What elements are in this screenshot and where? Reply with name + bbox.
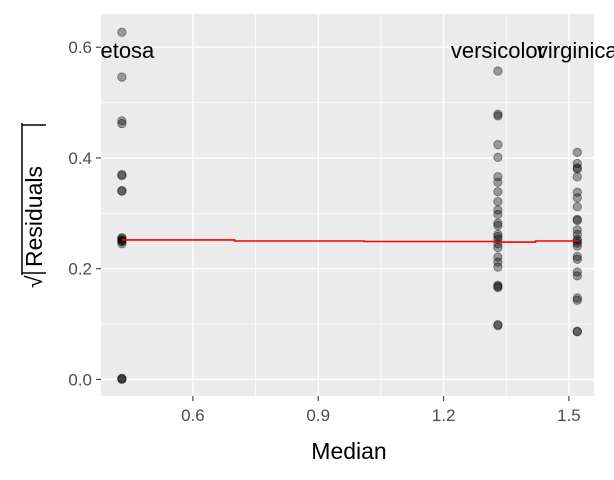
data-point xyxy=(117,119,127,129)
data-point xyxy=(572,229,582,239)
x-tick-label: 0.9 xyxy=(306,406,330,425)
data-point xyxy=(572,215,582,226)
data-point xyxy=(493,220,503,231)
data-point xyxy=(493,282,503,293)
group-label: setosa xyxy=(89,38,155,63)
data-point xyxy=(493,280,503,290)
major-grid xyxy=(101,14,594,396)
data-point xyxy=(493,252,503,262)
data-point xyxy=(572,327,582,337)
x-tick-label: 0.6 xyxy=(181,406,205,425)
data-point xyxy=(117,169,127,180)
data-point xyxy=(493,229,503,239)
y-axis-title: √ Residuals xyxy=(21,123,47,288)
panel-background xyxy=(101,14,594,396)
y-axis-title-radical: √ xyxy=(21,275,47,288)
data-point xyxy=(493,281,503,291)
data-point xyxy=(572,326,582,336)
data-point xyxy=(493,205,503,215)
data-point xyxy=(572,163,582,173)
data-point xyxy=(572,158,582,169)
data-point xyxy=(572,187,582,197)
data-point xyxy=(117,27,127,37)
data-point xyxy=(493,262,503,272)
data-point xyxy=(572,293,582,303)
data-point xyxy=(572,202,582,212)
data-point xyxy=(493,177,503,187)
data-point xyxy=(572,254,582,264)
y-tick-label: 0.0 xyxy=(68,370,92,389)
y-tick-label: 0.2 xyxy=(68,260,92,279)
minor-grid xyxy=(101,14,594,396)
data-point xyxy=(572,241,582,251)
data-point xyxy=(117,373,127,383)
data-point xyxy=(117,236,127,246)
y-axis-ticks: 0.0 0.2 0.4 0.6 xyxy=(68,38,101,389)
smooth-line-group xyxy=(121,239,578,243)
data-point xyxy=(493,172,503,182)
group-label: versicolor xyxy=(451,38,545,63)
data-point xyxy=(493,187,503,197)
data-point xyxy=(493,218,503,228)
data-point xyxy=(117,374,127,384)
data-point xyxy=(117,72,127,82)
data-point xyxy=(572,295,582,305)
data-point xyxy=(572,164,582,174)
data-point xyxy=(572,267,582,277)
data-point xyxy=(493,243,503,253)
x-tick-label: 1.5 xyxy=(557,406,581,425)
y-tick-label: 0.6 xyxy=(68,38,92,57)
data-point xyxy=(493,66,503,76)
data-point xyxy=(493,152,503,162)
x-axis-title: Median xyxy=(311,438,386,464)
data-point xyxy=(572,147,582,158)
data-points xyxy=(117,27,582,384)
data-point xyxy=(572,225,582,235)
data-point xyxy=(493,257,503,267)
data-point xyxy=(572,214,582,224)
data-point xyxy=(117,171,127,181)
data-point xyxy=(493,321,503,331)
data-point xyxy=(572,271,582,281)
data-point xyxy=(117,239,127,249)
data-point xyxy=(493,319,503,330)
smooth-line xyxy=(121,239,578,243)
data-point xyxy=(493,197,503,207)
data-point xyxy=(572,251,582,262)
x-tick-label: 1.2 xyxy=(432,406,456,425)
data-point xyxy=(117,186,127,196)
data-point xyxy=(572,172,582,182)
data-point xyxy=(117,234,127,244)
data-point xyxy=(493,140,503,150)
data-point xyxy=(117,116,127,126)
group-label: virginica xyxy=(537,38,614,63)
x-axis-ticks: 0.6 0.9 1.2 1.5 xyxy=(181,396,581,425)
data-point xyxy=(572,193,582,203)
data-point xyxy=(493,209,503,220)
data-point xyxy=(117,186,127,196)
data-point xyxy=(493,109,503,119)
y-tick-label: 0.4 xyxy=(68,149,92,168)
data-point xyxy=(117,374,127,384)
data-point xyxy=(493,111,503,121)
y-axis-title-text: Residuals xyxy=(21,166,47,267)
